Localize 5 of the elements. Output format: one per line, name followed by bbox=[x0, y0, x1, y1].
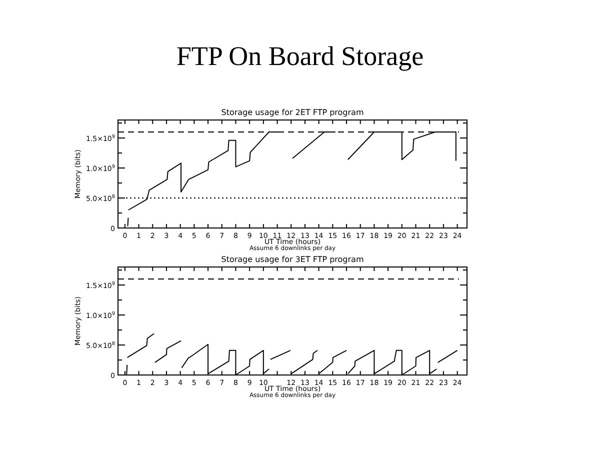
chart-title: Storage usage for 3ET FTP program bbox=[221, 255, 364, 264]
line-series bbox=[154, 340, 182, 363]
line-series bbox=[126, 333, 155, 358]
chart-subtitle: Storage usage for 2ET FTP program bbox=[221, 108, 364, 117]
chart-title: FTP On Board Storage bbox=[176, 41, 424, 71]
